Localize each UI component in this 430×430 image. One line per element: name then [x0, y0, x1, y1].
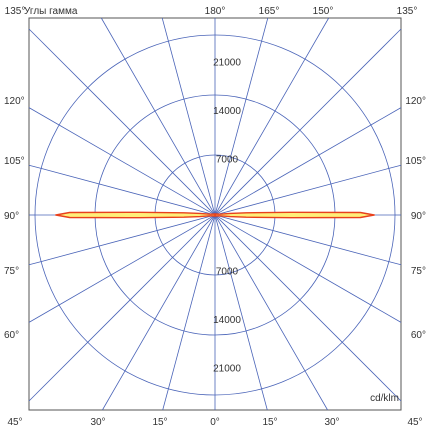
- right-angle-label: 90°: [411, 211, 426, 222]
- grid-spoke-extension: [28, 164, 42, 169]
- bottom-angle-label: 45°: [7, 417, 22, 428]
- intensity-lobe-left: [55, 211, 216, 219]
- unit-label: cd/klm: [370, 393, 399, 404]
- grid-spoke-extension: [370, 304, 402, 323]
- radial-tick-label: 14000: [213, 106, 241, 117]
- grid-spoke-extension: [28, 304, 60, 323]
- grid-spoke-extension: [261, 388, 268, 411]
- grid-spoke-extension: [370, 107, 402, 126]
- grid-spoke-extension: [388, 164, 402, 169]
- axis-labels: Углы гамма cd/klm 21000 21000 14000 14000 70…: [4, 6, 426, 428]
- grid-spoke-extension: [342, 28, 402, 88]
- radial-tick-label: 7000: [216, 267, 239, 278]
- intensity-lobe-right: [214, 211, 375, 219]
- bottom-angle-label: 15°: [262, 417, 277, 428]
- grid-spoke-extension: [28, 107, 60, 126]
- top-angle-label: 150°: [313, 6, 334, 17]
- grid-spoke-extension: [102, 370, 126, 411]
- bottom-angle-label: 45°: [407, 417, 422, 428]
- grid-spoke-extension: [388, 261, 402, 266]
- left-angle-label: 120°: [4, 96, 25, 107]
- grid-spoke-extension: [162, 388, 169, 411]
- left-angle-label: 105°: [4, 156, 25, 167]
- radial-tick-label: 21000: [213, 58, 241, 69]
- grid-spoke-extension: [100, 17, 126, 60]
- bottom-angle-label: 0°: [210, 417, 220, 428]
- grid-spoke-extension: [261, 17, 269, 42]
- left-angle-label: 60°: [4, 330, 19, 341]
- grid-spoke-extension: [28, 28, 88, 88]
- left-angle-label: 90°: [4, 211, 19, 222]
- bottom-angle-label: 30°: [324, 417, 339, 428]
- bottom-angle-label: 15°: [152, 417, 167, 428]
- bottom-angle-label: 30°: [90, 417, 105, 428]
- chart-title: Углы гамма: [24, 6, 78, 17]
- right-angle-label: 120°: [405, 96, 426, 107]
- right-angle-label: 60°: [411, 330, 426, 341]
- grid-spoke-extension: [28, 261, 42, 266]
- grid-spoke-extension: [304, 17, 330, 60]
- top-angle-label: 135°: [5, 6, 26, 17]
- top-angle-label: 180°: [205, 6, 226, 17]
- grid-spoke-extension: [28, 342, 88, 402]
- grid-spoke-extension: [304, 370, 328, 411]
- right-angle-label: 105°: [405, 156, 426, 167]
- left-angle-label: 75°: [4, 266, 19, 277]
- top-angle-label: 135°: [397, 6, 418, 17]
- radial-tick-label: 7000: [216, 155, 239, 166]
- grid-spoke-extension: [161, 17, 169, 42]
- intensity-curves: [55, 211, 375, 219]
- top-angle-label: 165°: [259, 6, 280, 17]
- grid-spoke-extension: [342, 342, 402, 402]
- radial-tick-label: 14000: [213, 315, 241, 326]
- right-angle-label: 75°: [411, 266, 426, 277]
- radial-tick-label: 21000: [213, 363, 241, 374]
